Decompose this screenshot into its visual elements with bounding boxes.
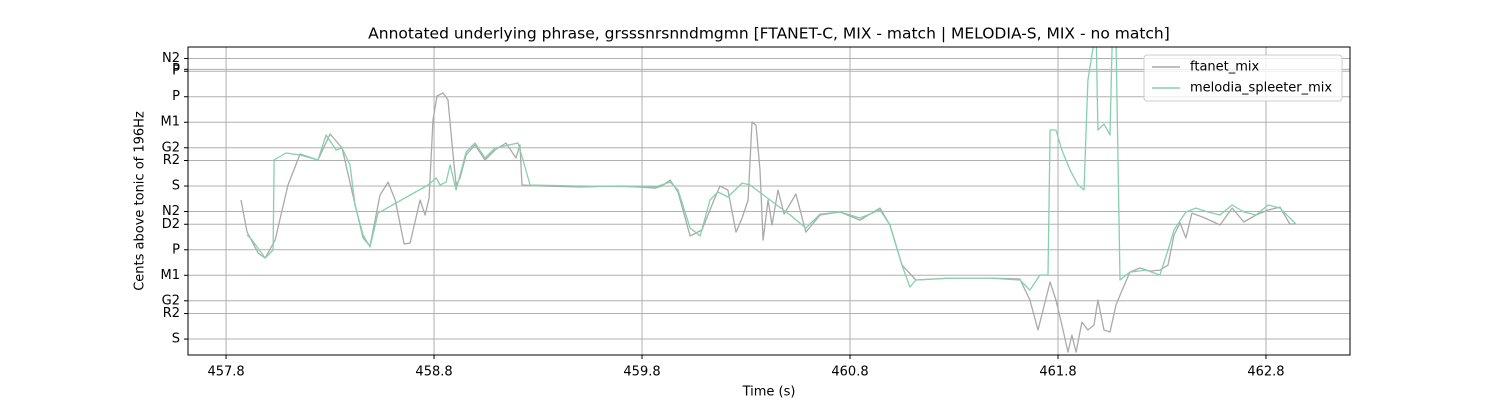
y-tick-label: N2 [162, 204, 180, 219]
x-tick-label: 460.8 [831, 365, 868, 380]
y-tick-label: P [172, 89, 180, 104]
legend-label: melodia_spleeter_mix [1190, 81, 1332, 96]
y-tick-label: P [172, 242, 180, 257]
y-tick-label: P [172, 64, 180, 79]
y-axis-label: Cents above tonic of 196Hz [133, 111, 148, 291]
x-tick-label: 457.8 [207, 365, 244, 380]
legend-label: ftanet_mix [1190, 60, 1260, 75]
series-line [240, 92, 1296, 353]
x-tick-label: 462.8 [1247, 365, 1284, 380]
y-tick-label: S [172, 179, 180, 194]
y-tick-label: P [172, 62, 180, 77]
y-tick-label: G2 [162, 140, 180, 155]
grid: 457.8 458.8 459.8 460.8 461.8 462.8SR2G2M1PD2… [161, 47, 1350, 380]
legend-box [1143, 54, 1343, 102]
y-tick-label: M1 [161, 268, 181, 283]
plot-frame [187, 46, 1351, 356]
x-tick-label: 461.8 [1039, 365, 1076, 380]
y-tick-label: S [172, 332, 180, 347]
x-axis-label: Time (s) [742, 385, 796, 400]
y-tick-label: R2 [163, 153, 180, 168]
plot-lines [240, 47, 1297, 353]
x-tick-label: 459.8 [623, 365, 660, 380]
legend: ftanet_mix melodia_spleeter_mix [1143, 54, 1343, 102]
series-line [246, 47, 1297, 291]
y-tick-label: M1 [161, 115, 181, 130]
chart-title: Annotated underlying phrase, grsssnrsnnd… [368, 25, 1170, 43]
x-tick-label: 458.8 [415, 365, 452, 380]
y-tick-label: G2 [162, 293, 180, 308]
y-tick-label: R2 [163, 306, 180, 321]
y-tick-label: N2 [162, 51, 180, 66]
y-tick-label: D2 [162, 217, 180, 232]
